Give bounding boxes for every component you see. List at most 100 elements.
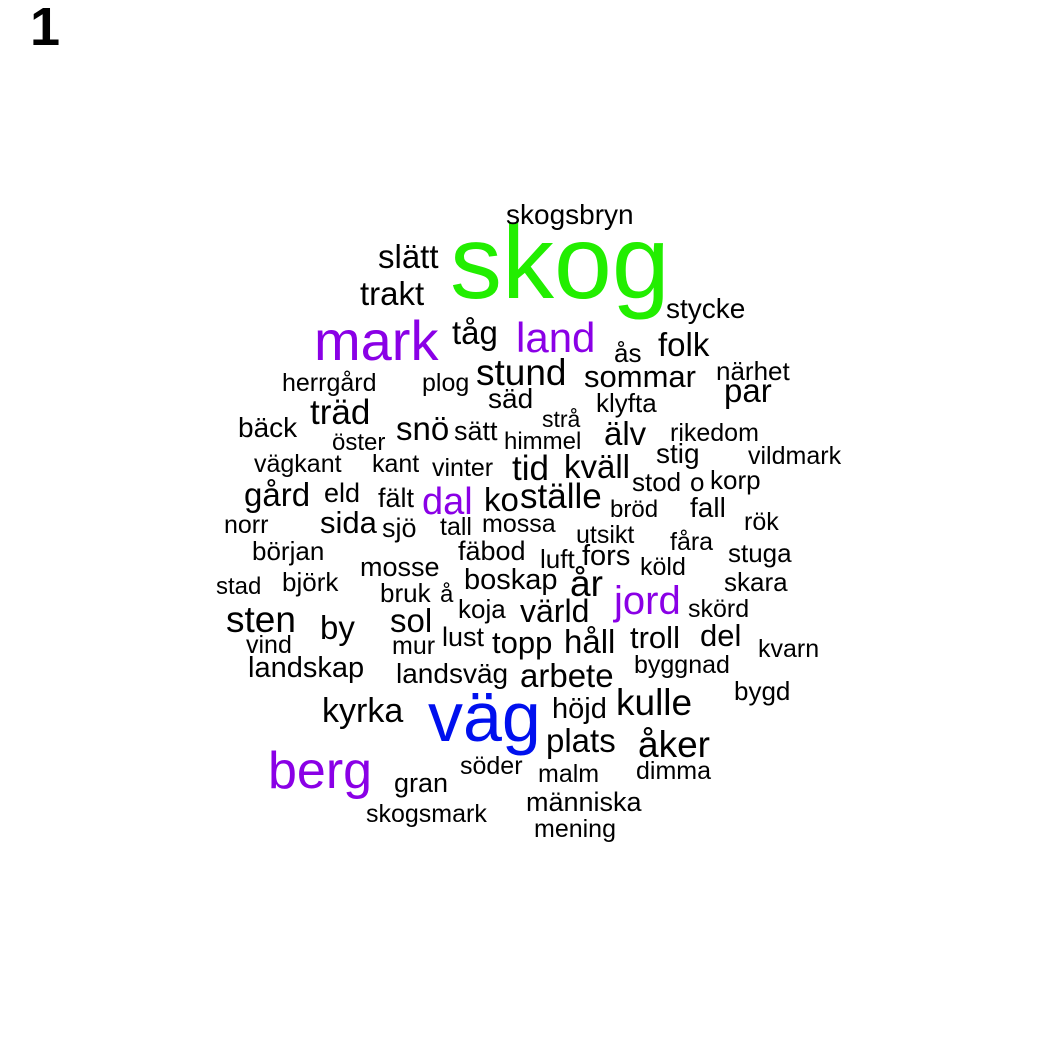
word-vind: vind bbox=[246, 631, 292, 659]
word-stund: stund bbox=[476, 352, 567, 393]
word-ar: år bbox=[570, 563, 603, 604]
word-arbete: arbete bbox=[520, 657, 614, 694]
word-kold: köld bbox=[640, 553, 686, 581]
word-mur: mur bbox=[392, 632, 435, 660]
word-trakt: trakt bbox=[360, 275, 424, 312]
word-varld: värld bbox=[520, 593, 589, 629]
word-hojd: höjd bbox=[552, 693, 607, 725]
word-mark: mark bbox=[314, 309, 439, 372]
word-stalle: ställe bbox=[520, 477, 602, 516]
word-skara: skara bbox=[724, 567, 788, 597]
word-back: bäck bbox=[238, 412, 298, 443]
word-jord: jord bbox=[613, 579, 681, 623]
word-tall: tall bbox=[440, 513, 472, 541]
word-brod: bröd bbox=[610, 496, 658, 523]
word-skogsmark: skogsmark bbox=[366, 800, 487, 828]
word-fors: fors bbox=[582, 540, 630, 572]
word-luft: luft bbox=[540, 544, 575, 574]
word-kant: kant bbox=[372, 450, 419, 478]
word-manniska: människa bbox=[526, 787, 643, 817]
word-skog: skog bbox=[450, 205, 670, 321]
word-stod: stod bbox=[632, 467, 681, 497]
word-satt: sätt bbox=[454, 416, 498, 446]
word-mossa: mossa bbox=[482, 510, 556, 538]
word-narhet: närhet bbox=[716, 356, 790, 386]
word-rok: rök bbox=[744, 508, 779, 536]
word-borjan: början bbox=[252, 536, 324, 566]
word-herrgard: herrgård bbox=[282, 369, 377, 397]
word-as: ås bbox=[614, 338, 641, 368]
word-sol: sol bbox=[390, 602, 432, 639]
word-himmel: himmel bbox=[504, 428, 581, 455]
word-folk: folk bbox=[658, 326, 710, 363]
word-stig: stig bbox=[656, 438, 700, 469]
word-byggnad: byggnad bbox=[634, 651, 730, 679]
word-tag: tåg bbox=[452, 314, 498, 351]
word-kvall: kväll bbox=[564, 448, 630, 485]
word-falt: fält bbox=[378, 483, 415, 513]
word-o: o bbox=[690, 467, 704, 497]
word-sommar: sommar bbox=[584, 359, 696, 394]
word-sno: snö bbox=[396, 410, 449, 447]
word-gard: gård bbox=[244, 476, 310, 513]
word-tid: tid bbox=[512, 449, 549, 488]
word-stad: stad bbox=[216, 573, 261, 600]
word-berg: berg bbox=[268, 742, 372, 800]
word-skord: skörd bbox=[688, 595, 749, 623]
word-boskap: boskap bbox=[464, 564, 558, 596]
word-kvarn: kvarn bbox=[758, 635, 819, 663]
word-soder: söder bbox=[460, 752, 523, 780]
word-troll: troll bbox=[630, 620, 680, 655]
word-trad: träd bbox=[310, 393, 370, 432]
word-landskap: landskap bbox=[248, 652, 364, 684]
word-bruk: bruk bbox=[380, 578, 432, 608]
word-stycke: stycke bbox=[666, 293, 745, 324]
word-alv: älv bbox=[604, 415, 647, 452]
word-plog: plog bbox=[422, 369, 469, 397]
word-stuga: stuga bbox=[728, 538, 792, 568]
word-oster: öster bbox=[332, 429, 385, 456]
word-kulle: kulle bbox=[616, 682, 692, 723]
word-dal: dal bbox=[422, 481, 473, 523]
word-eld: eld bbox=[324, 478, 360, 508]
word-klyfta: klyfta bbox=[596, 388, 657, 418]
word-vag: väg bbox=[428, 678, 541, 756]
word-malm: malm bbox=[538, 760, 599, 788]
word-dimma: dimma bbox=[636, 757, 711, 785]
word-hall: håll bbox=[564, 623, 615, 660]
word-par: par bbox=[724, 372, 772, 409]
word-mosse: mosse bbox=[360, 552, 440, 582]
word-koja: koja bbox=[458, 594, 506, 624]
word-vinter: vinter bbox=[432, 454, 493, 482]
word-fabod: fäbod bbox=[458, 536, 526, 566]
word-land: land bbox=[516, 314, 595, 361]
word-sjo: sjö bbox=[382, 513, 417, 543]
word-sida: sida bbox=[320, 505, 378, 540]
word-landsvag: landsväg bbox=[396, 658, 508, 689]
word-vagkant: vägkant bbox=[254, 450, 342, 478]
word-del: del bbox=[700, 618, 741, 653]
word-bygd: bygd bbox=[734, 676, 790, 706]
word-topp: topp bbox=[492, 625, 552, 660]
word-fall: fall bbox=[690, 492, 726, 523]
word-plats: plats bbox=[546, 722, 616, 759]
word-skogsbryn: skogsbryn bbox=[506, 199, 634, 230]
word-by: by bbox=[320, 609, 355, 646]
word-lust: lust bbox=[442, 622, 485, 652]
word-mening: mening bbox=[534, 815, 616, 843]
word-utsikt: utsikt bbox=[576, 521, 634, 549]
word-rikedom: rikedom bbox=[670, 419, 759, 447]
word-bjork: björk bbox=[282, 567, 339, 597]
word-korp: korp bbox=[710, 465, 761, 495]
word-sad: säd bbox=[488, 383, 533, 414]
word-norr: norr bbox=[224, 511, 268, 539]
word-slatt: slätt bbox=[378, 238, 439, 275]
word-aker: åker bbox=[638, 724, 710, 765]
word-fara: fåra bbox=[670, 528, 713, 556]
word-sten: sten bbox=[226, 599, 296, 640]
word-stra: strå bbox=[542, 406, 581, 432]
word-kyrka: kyrka bbox=[322, 692, 403, 730]
word-a: å bbox=[440, 581, 454, 608]
word-vildmark: vildmark bbox=[748, 442, 842, 470]
